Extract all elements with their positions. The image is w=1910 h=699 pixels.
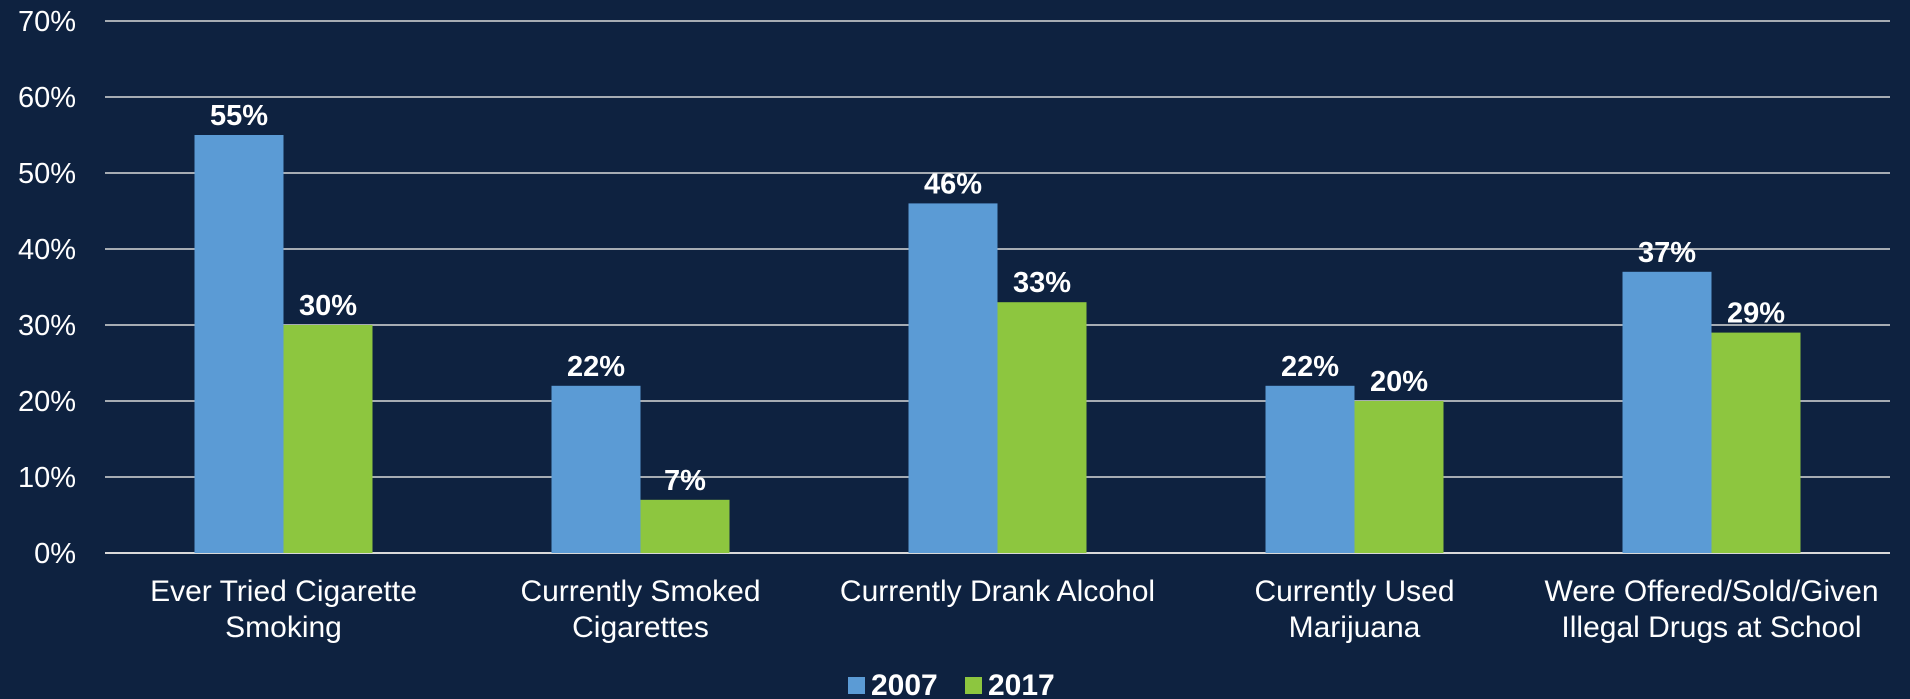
data-label: 29%	[1727, 298, 1785, 330]
category-label: Marijuana	[1289, 611, 1421, 644]
bar-2017	[997, 302, 1087, 553]
y-tick-label: 20%	[18, 386, 76, 418]
y-tick-label: 10%	[18, 462, 76, 494]
data-label: 37%	[1638, 237, 1696, 269]
data-label: 22%	[567, 351, 625, 383]
data-label: 22%	[1281, 351, 1339, 383]
bar-2017	[1711, 332, 1801, 553]
category-label: Currently Smoked	[520, 575, 760, 608]
data-label: 7%	[664, 465, 706, 497]
data-label: 33%	[1013, 267, 1071, 299]
category-label: Ever Tried Cigarette	[150, 575, 417, 608]
category-label: Currently Used	[1254, 575, 1454, 608]
y-axis-tick-labels: 0% 10% 20% 30% 40% 50% 60% 70%	[18, 6, 76, 570]
category-label: Smoking	[225, 611, 342, 644]
legend-label: 2017	[988, 669, 1055, 699]
category-label: Currently Drank Alcohol	[840, 575, 1155, 608]
bar-2007	[551, 385, 641, 553]
data-label: 46%	[924, 168, 982, 200]
bar-2017	[1354, 401, 1444, 553]
bar-2007	[1265, 385, 1355, 553]
legend-swatch-2017	[965, 677, 982, 694]
y-tick-label: 70%	[18, 6, 76, 38]
bar-2007	[908, 203, 998, 553]
category-label: Cigarettes	[572, 611, 709, 644]
legend-swatch-2007	[848, 677, 865, 694]
y-tick-label: 40%	[18, 234, 76, 266]
y-tick-label: 50%	[18, 158, 76, 190]
bar-2017	[283, 325, 373, 553]
data-label: 55%	[210, 100, 268, 132]
category-label: Were Offered/Sold/Given	[1544, 575, 1878, 608]
bar-2007	[1622, 271, 1712, 553]
legend-label: 2007	[871, 669, 938, 699]
legend: 2007 2017	[848, 669, 1055, 699]
y-tick-label: 0%	[34, 538, 76, 570]
category-label: Illegal Drugs at School	[1561, 611, 1861, 644]
y-tick-label: 30%	[18, 310, 76, 342]
bar-2007	[194, 135, 284, 553]
data-label: 20%	[1370, 366, 1428, 398]
data-label: 30%	[299, 290, 357, 322]
bars	[194, 135, 1801, 553]
y-tick-label: 60%	[18, 82, 76, 114]
data-labels: 55% 30% 22% 7% 46% 33% 22% 20% 37% 29%	[210, 100, 1785, 497]
bar-2017	[640, 499, 730, 553]
